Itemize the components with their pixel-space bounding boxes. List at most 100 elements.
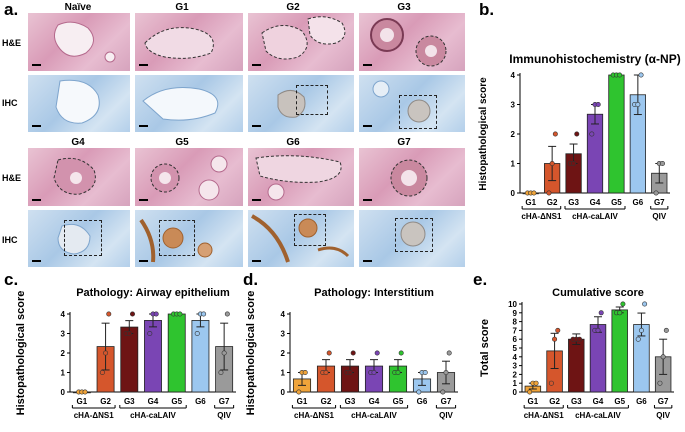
he-image-g4: [28, 148, 130, 206]
x-tick-label: G5: [614, 397, 625, 406]
group-label-g2: G2: [286, 2, 300, 13]
y-tick-label: 3: [281, 330, 286, 339]
y-tick-label: 1: [511, 160, 516, 169]
x-tick-label: G3: [571, 397, 582, 406]
y-tick-label: 6: [513, 335, 518, 344]
y-tick-label: 1: [513, 379, 518, 388]
data-point: [224, 311, 230, 317]
x-tick-label: G4: [148, 397, 159, 406]
data-point: [598, 310, 604, 316]
bracket-label: QIV: [652, 212, 666, 221]
bar-g3: [568, 338, 585, 393]
panel-label-b: b.: [479, 0, 495, 19]
bar-g5: [167, 313, 186, 393]
data-point: [302, 370, 308, 376]
x-tick-label: G3: [568, 198, 579, 207]
y-tick-label: 10: [508, 300, 517, 309]
x-tick-label: G2: [321, 397, 332, 406]
data-point: [635, 101, 641, 107]
data-point: [657, 380, 663, 386]
data-point: [126, 330, 132, 336]
data-point: [574, 131, 580, 137]
row-label-ihc-top: IHC: [2, 98, 18, 108]
data-point: [371, 370, 377, 376]
bracket-label: cHA-ΔNS1: [294, 411, 335, 420]
bar-g4: [144, 320, 162, 393]
data-point: [147, 330, 153, 336]
panel-label-d: d.: [243, 270, 259, 289]
data-point: [617, 72, 623, 78]
data-point: [153, 311, 159, 317]
y-tick-label: 3: [61, 330, 66, 339]
row-label-he-bottom: H&E: [2, 173, 22, 183]
bracket-label: cHA-ΔNS1: [521, 212, 562, 221]
data-point: [221, 350, 227, 356]
x-tick-label: G2: [549, 397, 560, 406]
panel-label-e: e.: [473, 270, 488, 289]
bar-g4: [586, 113, 604, 194]
x-tick-label: G5: [393, 397, 404, 406]
chart-title: Cumulative score: [552, 287, 644, 299]
data-point: [595, 101, 601, 107]
ihc-image-g7: [359, 210, 465, 267]
x-tick-label: G6: [417, 397, 428, 406]
x-tick-label: G6: [636, 397, 647, 406]
y-tick-label: 2: [61, 349, 66, 358]
bracket-label: QIV: [439, 411, 453, 420]
data-point: [635, 336, 641, 342]
data-point: [659, 161, 665, 167]
data-point: [653, 190, 659, 196]
data-point: [555, 327, 561, 333]
ihc-image-naive: [28, 75, 130, 132]
data-point: [589, 131, 595, 137]
data-point: [571, 161, 577, 167]
y-tick-label: 3: [511, 101, 516, 110]
y-tick-label: 2: [281, 349, 286, 358]
data-point: [446, 350, 452, 356]
data-point: [218, 370, 224, 376]
data-point: [440, 389, 446, 395]
y-tick-label: 0: [281, 388, 286, 397]
data-point: [106, 311, 112, 317]
ihc-image-g4: [28, 210, 130, 267]
data-point: [663, 327, 669, 333]
he-image-g5: [135, 148, 243, 206]
data-point: [326, 350, 332, 356]
y-tick-label: 2: [511, 130, 516, 139]
y-tick-label: 8: [513, 318, 518, 327]
he-image-g3: [359, 13, 465, 71]
data-point: [177, 311, 183, 317]
x-tick-label: G3: [124, 397, 135, 406]
x-tick-label: G1: [297, 397, 308, 406]
panel-label-c: c.: [4, 270, 19, 289]
data-point: [374, 350, 380, 356]
y-tick-label: 4: [511, 71, 516, 80]
y-tick-label: 4: [281, 310, 286, 319]
x-tick-label: G7: [658, 397, 669, 406]
bracket-label: cHA-caLAIV: [130, 411, 176, 420]
y-tick-label: 0: [513, 388, 518, 397]
chart-airway-epithelium: Pathology: Airway epithelium Histopatholo…: [15, 287, 236, 420]
x-tick-label: G7: [441, 397, 452, 406]
group-label-naive: Naïve: [64, 2, 92, 13]
chart-title: Pathology: Interstitium: [314, 287, 434, 299]
x-tick-label: G1: [528, 397, 539, 406]
x-tick-label: G2: [100, 397, 111, 406]
x-tick-label: G3: [345, 397, 356, 406]
y-tick-label: 1: [281, 369, 286, 378]
y-tick-label: 3: [513, 362, 518, 371]
data-point: [546, 190, 552, 196]
data-point: [660, 354, 666, 360]
x-tick-label: G4: [369, 397, 380, 406]
y-tick-label: 9: [513, 309, 518, 318]
ihc-image-g2: [248, 75, 354, 132]
data-point: [576, 336, 582, 342]
x-tick-label: G5: [611, 198, 622, 207]
group-label-g7: G7: [397, 137, 411, 148]
data-point: [638, 327, 644, 333]
data-point: [323, 370, 329, 376]
y-tick-label: 0: [511, 189, 516, 198]
data-point: [552, 336, 558, 342]
data-point: [642, 301, 648, 307]
data-point: [395, 370, 401, 376]
